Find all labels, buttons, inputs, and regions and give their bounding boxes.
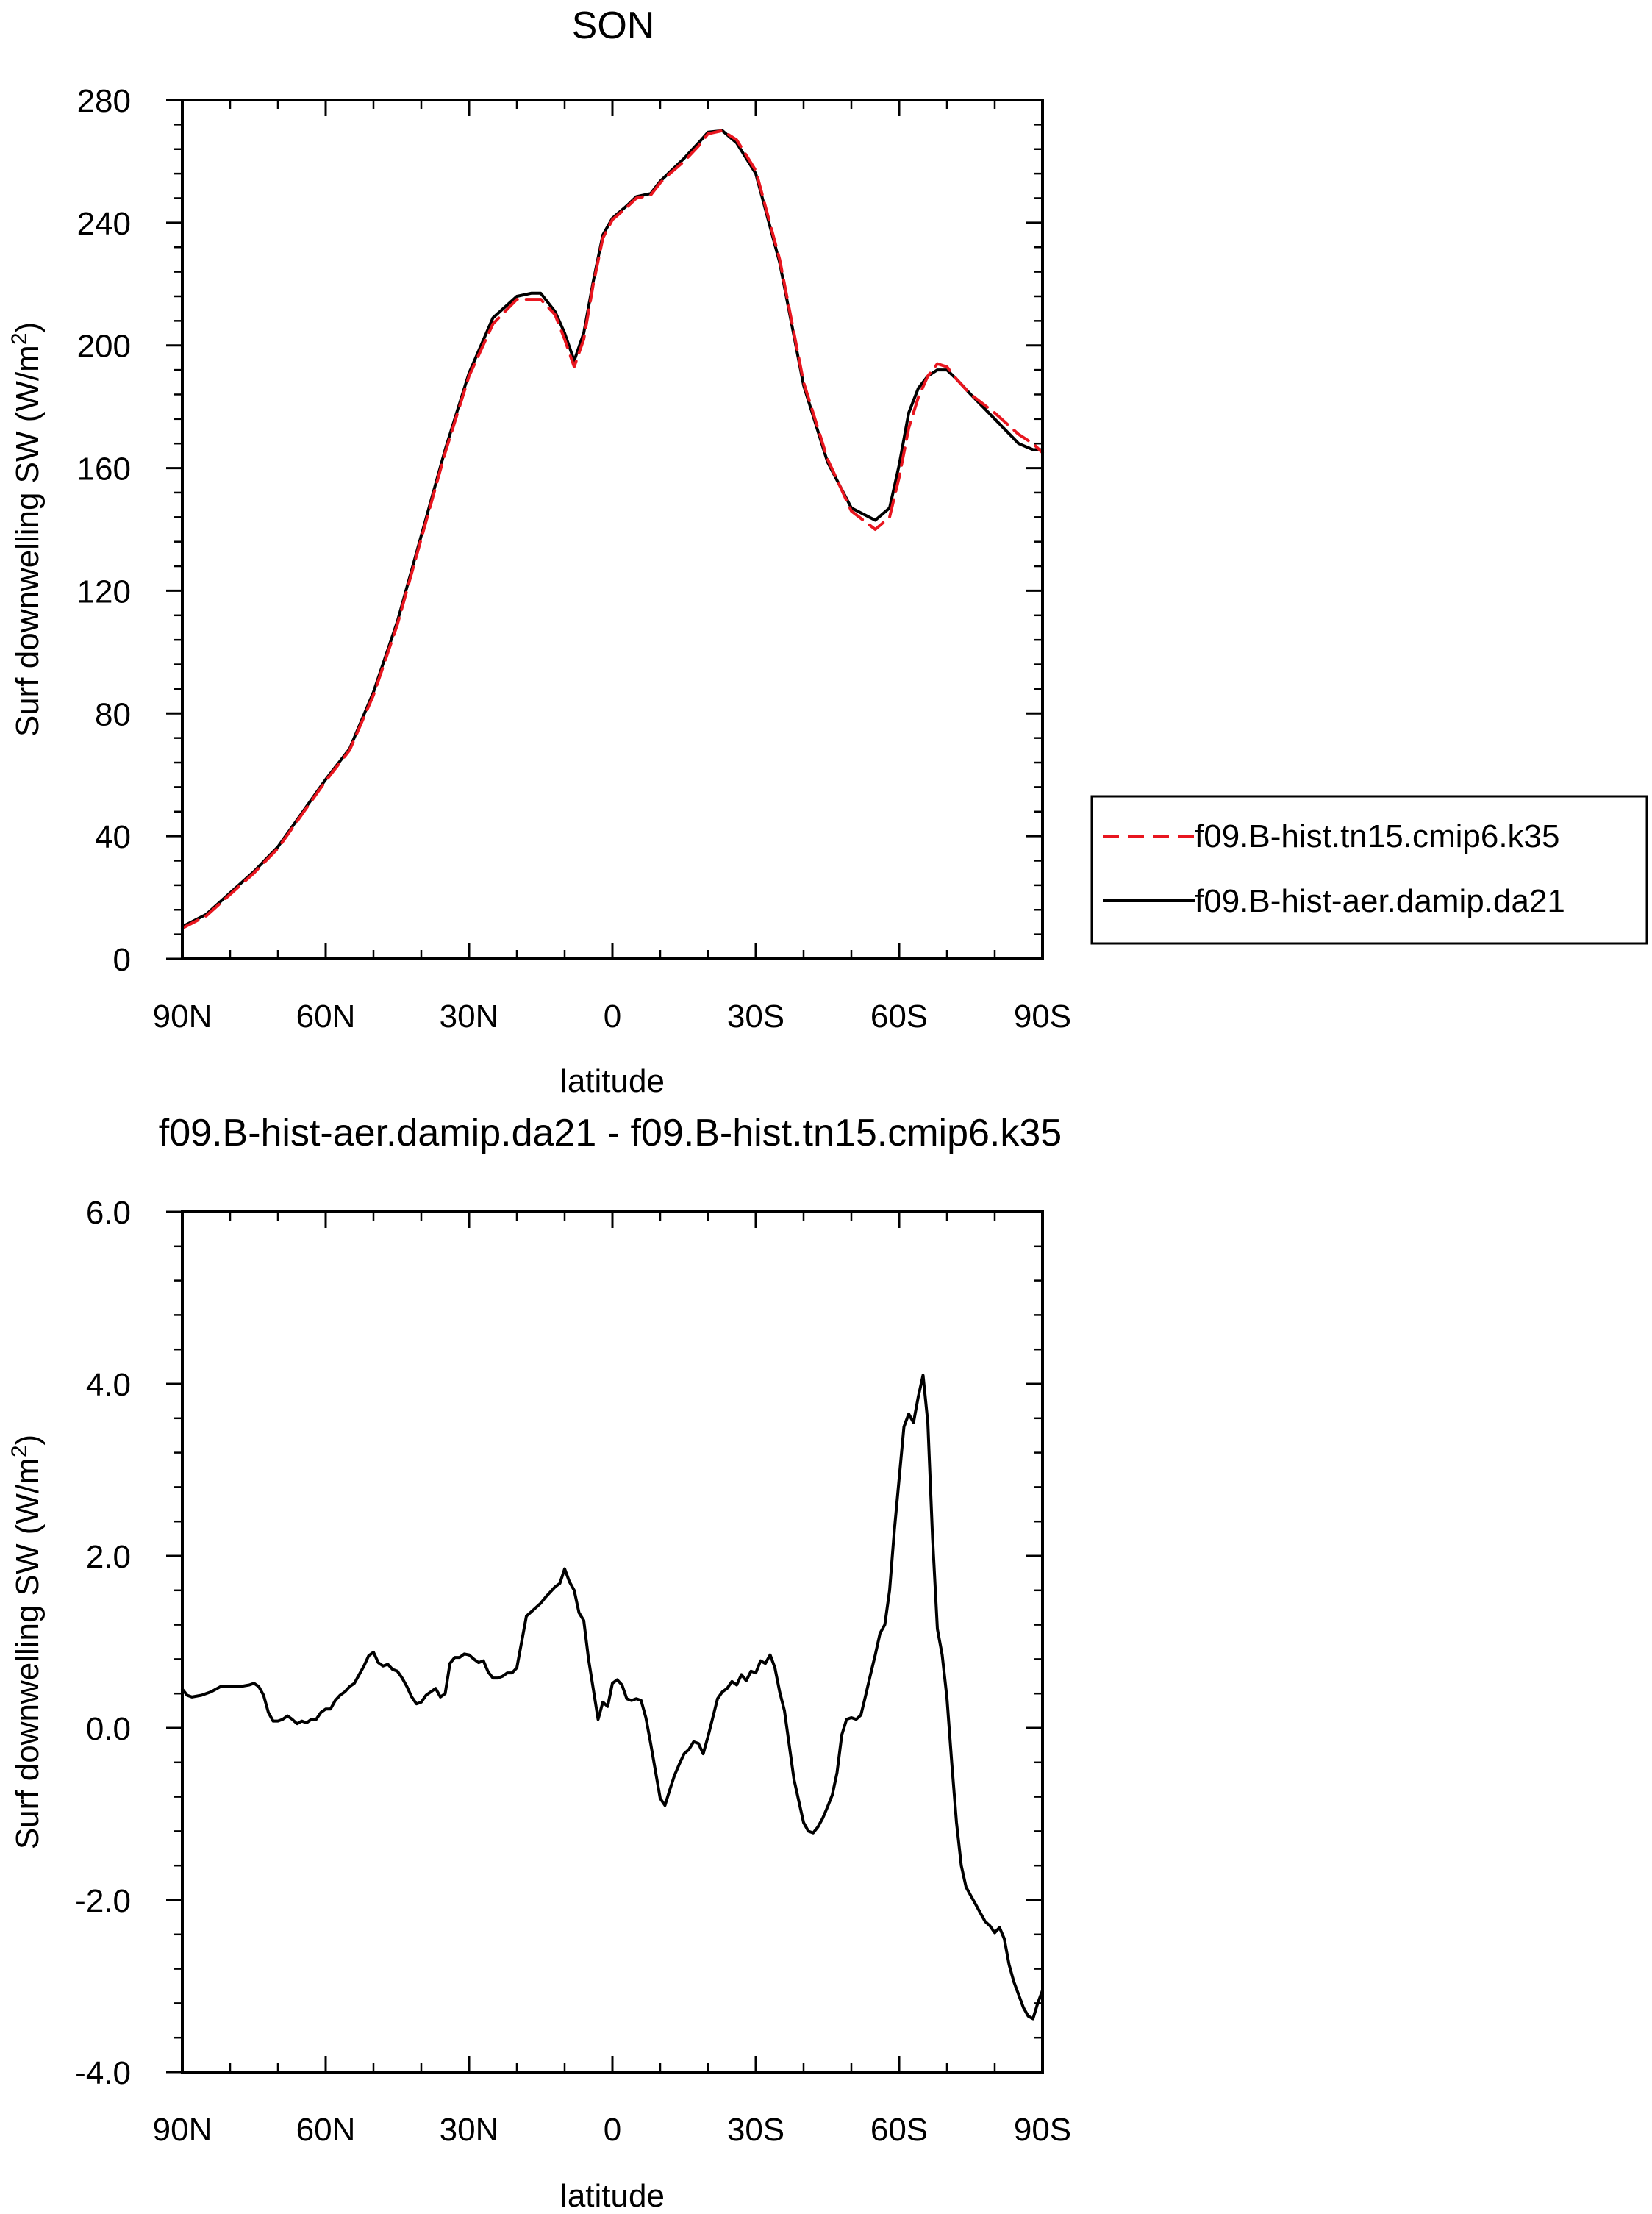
top-x-tick-label: 30N — [440, 999, 499, 1035]
bottom-x-axis-title: latitude — [560, 2178, 665, 2214]
top-axis-ticks — [166, 99, 1044, 960]
bottom-x-tick-label: 30S — [727, 2112, 784, 2148]
legend-entry-1: f09.B-hist.tn15.cmip6.k35 — [1195, 818, 1559, 854]
bottom-y-axis-title: Surf downwelling SW (W/m2) — [7, 1435, 46, 1849]
bottom-chart-title: f09.B-hist-aer.damip.da21 - f09.B-hist.t… — [159, 1112, 1062, 1154]
top-y-tick-label: 240 — [77, 206, 131, 242]
top-y-tick-label: 0 — [113, 942, 131, 978]
legend-box — [1090, 795, 1648, 945]
bottom-y-tick-labels: -4.0 -2.0 0.0 2.0 4.0 6.0 — [75, 1195, 131, 2091]
bottom-y-tick-label: 4.0 — [86, 1367, 131, 1403]
legend-entry-2: f09.B-hist-aer.damip.da21 — [1195, 883, 1565, 919]
top-x-tick-label: 30S — [727, 999, 784, 1035]
bottom-y-axis-title-close: ) — [10, 1435, 46, 1446]
top-y-tick-label: 40 — [95, 819, 131, 855]
bottom-y-axis-title-main: Surf downwelling SW (W/m — [10, 1457, 46, 1849]
bottom-y-tick-label: 2.0 — [86, 1539, 131, 1575]
bottom-y-tick-label: 0.0 — [86, 1711, 131, 1747]
top-y-axis-title: Surf downwelling SW (W/m2) — [7, 322, 46, 737]
top-y-tick-labels: 0 40 80 120 160 200 240 280 — [77, 83, 131, 978]
top-series-layer — [181, 129, 1044, 930]
top-y-axis-title-superscript: 2 — [7, 332, 32, 345]
bottom-x-tick-label: 90S — [1014, 2112, 1071, 2148]
top-plot-frame — [181, 99, 1044, 960]
top-x-tick-label: 60N — [296, 999, 356, 1035]
top-legend: f09.B-hist.tn15.cmip6.k35 f09.B-hist-aer… — [1090, 795, 1648, 945]
bottom-panel: f09.B-hist-aer.damip.da21 - f09.B-hist.t… — [7, 1112, 1072, 2214]
bottom-x-tick-label: 60S — [870, 2112, 928, 2148]
top-y-tick-label: 120 — [77, 574, 131, 610]
top-y-axis-title-close: ) — [10, 322, 46, 333]
top-series-line-dashed — [181, 129, 1044, 930]
top-panel: SON 90N 60N 30N 0 30S 60S 90S 0 40 80 120 160 200 24… — [7, 4, 1648, 1099]
top-x-tick-label: 0 — [604, 999, 621, 1035]
bottom-y-tick-label: -2.0 — [75, 1883, 131, 1919]
bottom-y-tick-label: -4.0 — [75, 2055, 131, 2091]
bottom-x-tick-label: 90N — [153, 2112, 212, 2148]
top-x-tick-label: 90N — [153, 999, 212, 1035]
top-x-tick-label: 60S — [870, 999, 928, 1035]
top-x-tick-label: 90S — [1014, 999, 1071, 1035]
bottom-series-line-solid — [181, 1374, 1044, 2021]
bottom-plot-frame — [181, 1210, 1044, 2074]
top-y-tick-label: 200 — [77, 329, 131, 365]
bottom-y-tick-label: 6.0 — [86, 1195, 131, 1231]
top-y-tick-label: 80 — [95, 696, 131, 732]
bottom-x-tick-label: 0 — [604, 2112, 621, 2148]
bottom-x-tick-labels: 90N 60N 30N 0 30S 60S 90S — [153, 2112, 1072, 2148]
top-chart-title: SON — [572, 4, 655, 47]
top-x-axis-title: latitude — [560, 1063, 665, 1099]
bottom-y-axis-title-superscript: 2 — [7, 1445, 32, 1457]
top-y-tick-label: 280 — [77, 83, 131, 119]
bottom-x-tick-label: 60N — [296, 2112, 356, 2148]
bottom-series-layer — [181, 1374, 1044, 2021]
bottom-x-tick-label: 30N — [440, 2112, 499, 2148]
top-x-tick-labels: 90N 60N 30N 0 30S 60S 90S — [153, 999, 1072, 1035]
top-y-axis-title-main: Surf downwelling SW (W/m — [10, 345, 46, 737]
top-y-tick-label: 160 — [77, 451, 131, 488]
